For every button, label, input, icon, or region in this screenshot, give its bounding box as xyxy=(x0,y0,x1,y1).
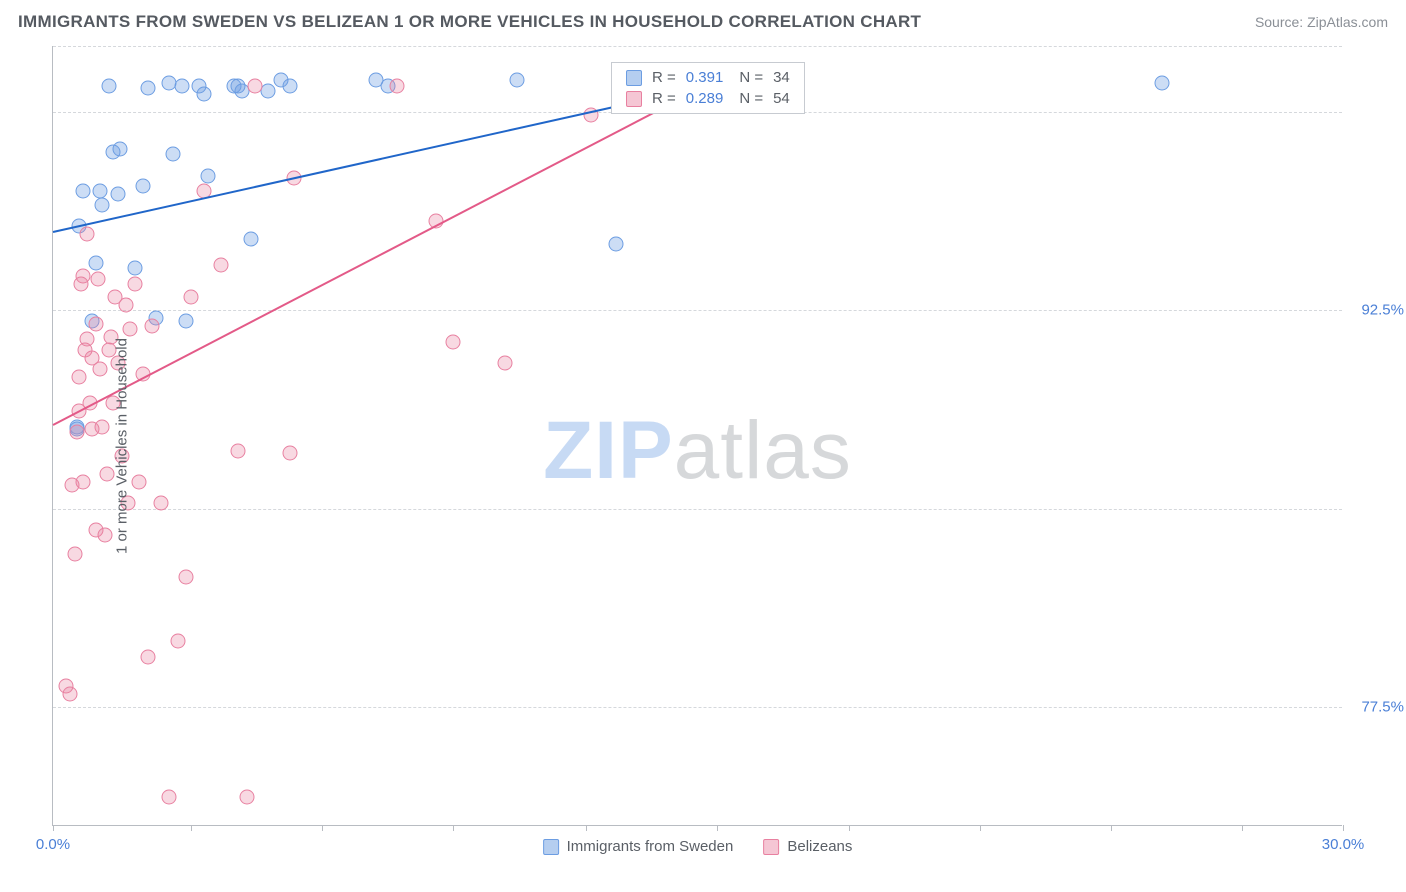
x-tick xyxy=(1242,825,1243,831)
stats-N-value: 34 xyxy=(773,69,790,86)
x-tick-label: 30.0% xyxy=(1322,836,1365,853)
data-point xyxy=(445,335,460,350)
legend-label-a: Immigrants from Sweden xyxy=(567,838,734,855)
data-point xyxy=(196,86,211,101)
data-point xyxy=(76,475,91,490)
data-point xyxy=(230,443,245,458)
data-point xyxy=(170,633,185,648)
data-point xyxy=(497,356,512,371)
plot-area: ZIPatlas Immigrants from Sweden Belizean… xyxy=(52,46,1342,826)
x-tick xyxy=(586,825,587,831)
x-tick xyxy=(1111,825,1112,831)
data-point xyxy=(80,332,95,347)
data-point xyxy=(127,276,142,291)
stats-row: R = 0.289 N = 54 xyxy=(612,88,804,109)
gridline-h xyxy=(53,46,1342,47)
legend-item-sweden: Immigrants from Sweden xyxy=(543,838,734,855)
data-point xyxy=(71,369,86,384)
chart-title: IMMIGRANTS FROM SWEDEN VS BELIZEAN 1 OR … xyxy=(18,12,921,32)
data-point xyxy=(140,649,155,664)
y-axis-label: 1 or more Vehicles in Household xyxy=(113,338,130,554)
data-point xyxy=(110,187,125,202)
y-tick-label: 77.5% xyxy=(1348,699,1404,716)
data-point xyxy=(239,789,254,804)
data-point xyxy=(93,361,108,376)
data-point xyxy=(248,78,263,93)
data-point xyxy=(243,232,258,247)
x-tick xyxy=(53,825,54,831)
data-point xyxy=(144,319,159,334)
legend-swatch-b xyxy=(763,839,779,855)
x-tick xyxy=(191,825,192,831)
data-point xyxy=(390,78,405,93)
stats-N-label: N = xyxy=(739,90,763,107)
stats-swatch xyxy=(626,70,642,86)
data-point xyxy=(67,546,82,561)
x-tick xyxy=(322,825,323,831)
x-tick xyxy=(849,825,850,831)
x-tick xyxy=(717,825,718,831)
data-point xyxy=(76,269,91,284)
data-point xyxy=(80,226,95,241)
stats-N-value: 54 xyxy=(773,90,790,107)
stats-row: R = 0.391 N = 34 xyxy=(612,67,804,88)
stats-R-value: 0.391 xyxy=(686,69,724,86)
gridline-h xyxy=(53,509,1342,510)
data-point xyxy=(132,475,147,490)
data-point xyxy=(95,197,110,212)
data-point xyxy=(136,179,151,194)
x-tick xyxy=(980,825,981,831)
regression-line xyxy=(53,78,720,426)
data-point xyxy=(63,686,78,701)
data-point xyxy=(153,496,168,511)
data-point xyxy=(89,255,104,270)
data-point xyxy=(101,78,116,93)
stats-R-label: R = xyxy=(652,69,676,86)
legend-label-b: Belizeans xyxy=(787,838,852,855)
stats-box: R = 0.391 N = 34 R = 0.289 N = 54 xyxy=(611,62,805,114)
data-point xyxy=(261,83,276,98)
data-point xyxy=(97,528,112,543)
data-point xyxy=(123,321,138,336)
stats-N-label: N = xyxy=(739,69,763,86)
gridline-h xyxy=(53,310,1342,311)
data-point xyxy=(95,419,110,434)
data-point xyxy=(1155,76,1170,91)
x-tick xyxy=(453,825,454,831)
data-point xyxy=(140,81,155,96)
stats-R-label: R = xyxy=(652,90,676,107)
stats-R-value: 0.289 xyxy=(686,90,724,107)
source-label: Source: ZipAtlas.com xyxy=(1255,14,1388,30)
y-tick-label: 92.5% xyxy=(1348,302,1404,319)
legend-item-belizeans: Belizeans xyxy=(763,838,852,855)
data-point xyxy=(179,313,194,328)
data-point xyxy=(69,425,84,440)
data-point xyxy=(183,290,198,305)
data-point xyxy=(127,261,142,276)
data-point xyxy=(99,467,114,482)
data-point xyxy=(162,789,177,804)
stats-swatch xyxy=(626,91,642,107)
data-point xyxy=(200,168,215,183)
data-point xyxy=(166,147,181,162)
legend-swatch-a xyxy=(543,839,559,855)
watermark: ZIPatlas xyxy=(543,404,852,498)
data-point xyxy=(119,298,134,313)
data-point xyxy=(282,78,297,93)
data-point xyxy=(609,237,624,252)
data-point xyxy=(282,446,297,461)
x-tick-label: 0.0% xyxy=(36,836,70,853)
data-point xyxy=(213,258,228,273)
data-point xyxy=(76,184,91,199)
x-tick xyxy=(1343,825,1344,831)
data-point xyxy=(175,78,190,93)
bottom-legend: Immigrants from Sweden Belizeans xyxy=(543,838,853,855)
data-point xyxy=(91,271,106,286)
data-point xyxy=(112,142,127,157)
data-point xyxy=(89,316,104,331)
data-point xyxy=(510,73,525,88)
data-point xyxy=(179,570,194,585)
gridline-h xyxy=(53,707,1342,708)
